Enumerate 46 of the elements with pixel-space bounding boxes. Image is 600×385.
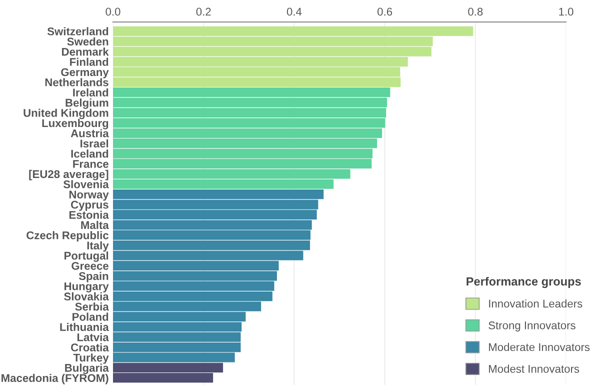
y-tick-label: Switzerland	[47, 27, 108, 36]
y-tick-label: Sweden	[67, 37, 108, 46]
y-tick-label: Denmark	[62, 48, 109, 56]
y-tick-label: Czech Republic	[26, 231, 109, 242]
legend-label: Modest Innovators	[489, 364, 580, 373]
y-tick-label: Norway	[69, 190, 109, 201]
y-tick-label: Cyprus	[71, 200, 108, 211]
y-tick-label: Luxembourg	[42, 118, 108, 130]
y-tick-label: France	[73, 160, 108, 168]
y-tick-label: [EU28 average]	[29, 170, 108, 180]
y-tick-label: Malta	[81, 220, 109, 230]
x-tick-label: 1.0	[559, 8, 574, 16]
y-tick-label: Belgium	[66, 98, 108, 109]
legend-title: Performance groups	[466, 276, 581, 288]
y-tick-label: Lithuania	[60, 322, 109, 332]
legend-label: Moderate Innovators	[489, 342, 590, 352]
y-tick-label: Italy	[87, 241, 109, 252]
y-tick-label: Turkey	[73, 353, 109, 364]
x-tick-label: 0.8	[468, 8, 483, 16]
x-tick-label: 0.6	[378, 8, 392, 16]
y-tick-label: Finland	[70, 58, 108, 66]
x-tick-label: 0.2	[196, 8, 211, 16]
y-tick-label: United Kingdom	[24, 108, 108, 120]
y-tick-label: Greece	[72, 262, 108, 270]
y-tick-label: Netherlands	[45, 78, 108, 86]
y-tick-label: Croatia	[71, 343, 109, 352]
x-tick-label: 0.4	[286, 8, 302, 16]
y-tick-label: Poland	[72, 312, 108, 321]
y-tick-label: Spain	[78, 272, 108, 282]
y-tick-label: Iceland	[71, 150, 108, 158]
y-tick-label: Serbia	[75, 302, 109, 311]
legend-label: Strong Innovators	[488, 321, 576, 332]
y-tick-label: Israel	[80, 139, 108, 148]
y-tick-label: Hungary	[64, 282, 109, 292]
y-tick-label: Slovakia	[64, 292, 109, 300]
y-tick-label: Latvia	[77, 333, 109, 342]
y-tick-label: Austria	[70, 129, 109, 138]
y-tick-label: Ireland	[73, 88, 108, 96]
y-tick-label: Bulgaria	[65, 364, 109, 374]
y-tick-label: Germany	[61, 68, 109, 78]
y-tick-label: Estonia	[69, 210, 109, 219]
y-tick-label: Slovenia	[63, 180, 109, 188]
legend-label: Innovation Leaders	[489, 299, 582, 308]
y-tick-label: Macedonia (FYROM)	[2, 374, 108, 384]
x-tick-label: 0.0	[106, 8, 120, 16]
y-tick-label: Portugal	[64, 251, 108, 262]
